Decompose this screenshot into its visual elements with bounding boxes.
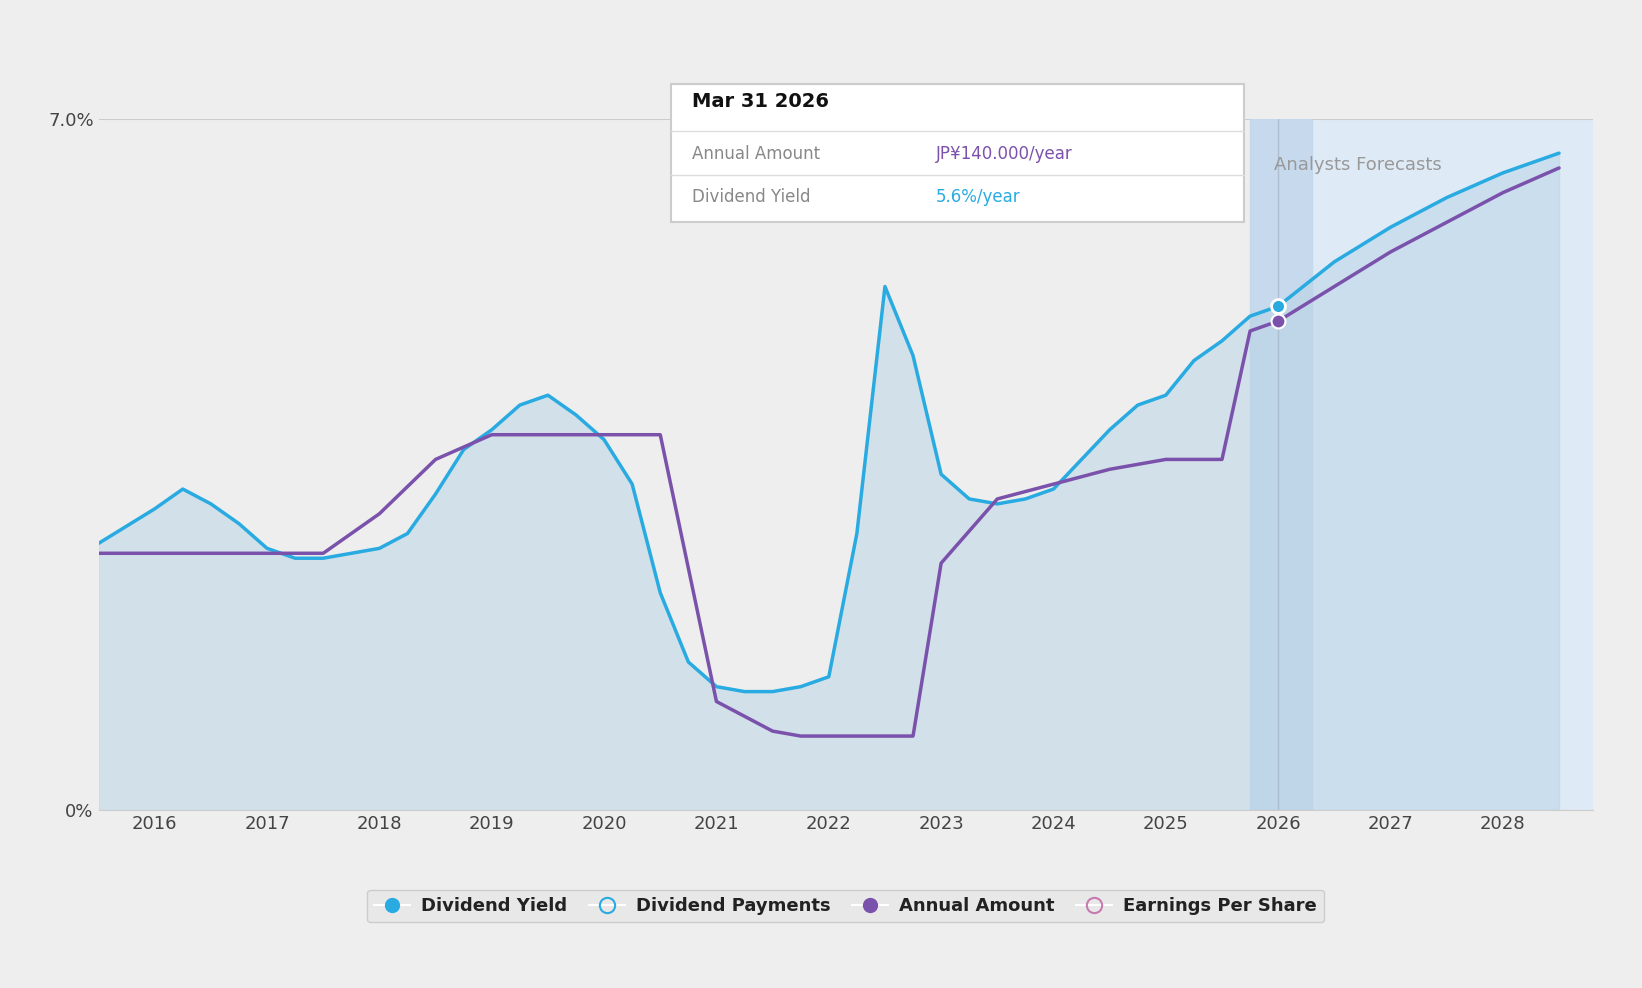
Text: Annual Amount: Annual Amount: [691, 145, 819, 163]
Text: 5.6%/year: 5.6%/year: [936, 188, 1020, 206]
Text: Analysts Forecasts: Analysts Forecasts: [1274, 156, 1442, 174]
Legend: Dividend Yield, Dividend Payments, Annual Amount, Earnings Per Share: Dividend Yield, Dividend Payments, Annua…: [368, 890, 1323, 922]
Text: Mar 31 2026: Mar 31 2026: [691, 92, 829, 111]
Bar: [1250, 119, 1593, 810]
Text: JP¥140.000/year: JP¥140.000/year: [936, 145, 1072, 163]
Text: Dividend Yield: Dividend Yield: [691, 188, 810, 206]
Text: Past: Past: [1199, 156, 1243, 174]
FancyBboxPatch shape: [672, 84, 1245, 222]
Bar: [1250, 119, 1312, 810]
